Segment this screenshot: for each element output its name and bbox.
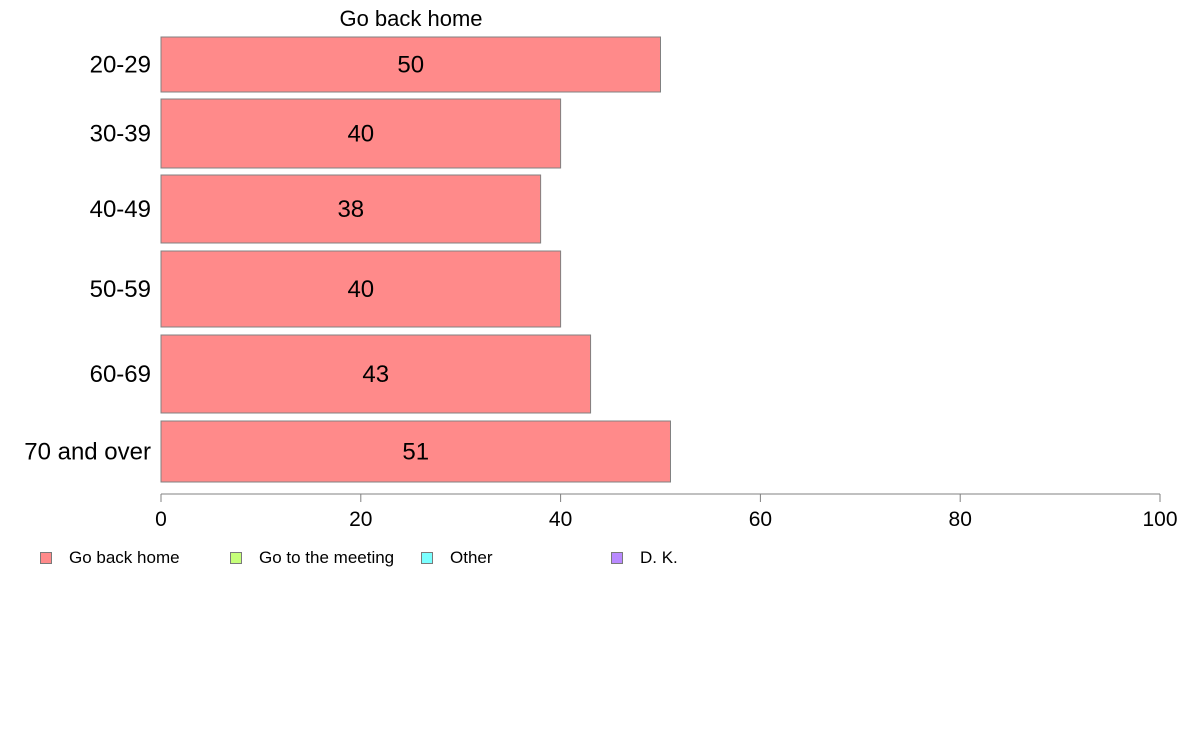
chart-title: Go back home	[339, 6, 482, 31]
bar-value-label: 38	[337, 196, 364, 223]
x-tick-label: 60	[749, 508, 772, 531]
x-tick-label: 20	[349, 508, 372, 531]
bar-value-label: 40	[347, 121, 374, 148]
category-label: 50-59	[90, 276, 151, 303]
category-label: 70 and over	[24, 439, 151, 466]
bar-value-label: 43	[362, 361, 389, 388]
legend-label: Go to the meeting	[259, 548, 395, 567]
bar-70-and-over	[160, 420, 671, 483]
x-tick-label: 80	[949, 508, 972, 531]
bar-value-label: 50	[397, 52, 424, 79]
bar-50-59	[160, 250, 562, 328]
legend-item-other: Other	[421, 548, 493, 568]
x-tick-label: 100	[1142, 508, 1177, 531]
chart: Go back home 50 40 38 40 43 51 20-29 30-39 40-4…	[24, 6, 1178, 531]
legend-label: D. K.	[640, 548, 678, 567]
category-label: 30-39	[90, 121, 151, 148]
legend-item-go-back-home: Go back home	[40, 548, 180, 568]
x-axis: 0 20 40 60 80 100	[155, 493, 1178, 531]
legend-item-go-to-the-meeting: Go to the meeting	[230, 548, 394, 568]
legend-item-dk: D. K.	[611, 548, 678, 568]
legend-swatch	[40, 552, 52, 564]
bar-60-69	[160, 334, 592, 414]
bars: 50 40 38 40 43 51	[160, 36, 671, 483]
x-tick-label: 40	[549, 508, 572, 531]
legend-swatch	[421, 552, 433, 564]
legend-swatch	[230, 552, 242, 564]
legend-swatch	[611, 552, 623, 564]
bar-20-29	[160, 36, 661, 93]
category-label: 20-29	[90, 52, 151, 79]
category-label: 40-49	[90, 196, 151, 223]
legend-label: Go back home	[69, 548, 180, 567]
legend: Go back home Go to the meeting Other D. …	[40, 548, 800, 568]
x-tick-label: 0	[155, 508, 167, 531]
bar-40-49	[160, 174, 542, 244]
legend-label: Other	[450, 548, 493, 567]
bar-value-label: 51	[402, 439, 429, 466]
bar-value-label: 40	[347, 276, 374, 303]
bar-30-39	[160, 98, 562, 169]
y-axis-labels: 20-29 30-39 40-49 50-59 60-69 70 and over	[24, 52, 151, 466]
category-label: 60-69	[90, 361, 151, 388]
